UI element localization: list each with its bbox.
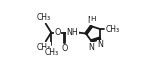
Text: CH₃: CH₃	[37, 13, 51, 22]
Text: CH₃: CH₃	[105, 25, 119, 34]
Text: N: N	[88, 16, 94, 25]
Text: CH₃: CH₃	[44, 48, 58, 57]
Text: O: O	[61, 44, 68, 53]
Text: O: O	[55, 28, 61, 37]
Text: H: H	[90, 16, 95, 22]
Text: N: N	[97, 40, 103, 49]
Text: CH₃: CH₃	[37, 43, 51, 52]
Text: NH: NH	[66, 28, 78, 37]
Text: N: N	[88, 43, 94, 52]
